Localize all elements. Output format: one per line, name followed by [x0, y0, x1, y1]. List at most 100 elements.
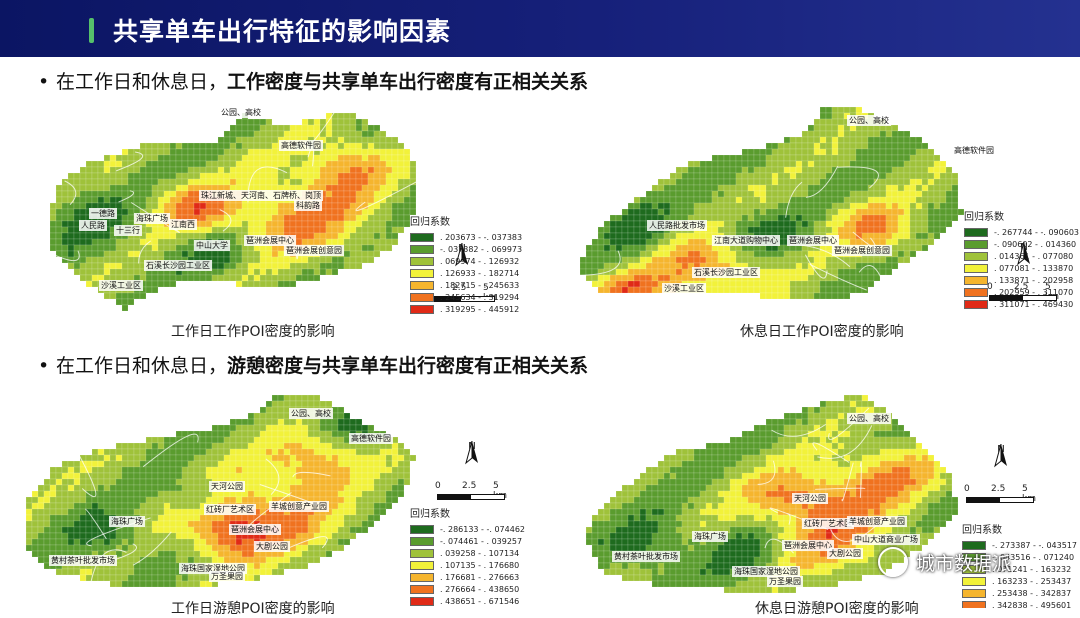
grid-cell [789, 178, 797, 186]
grid-cell [633, 226, 641, 234]
grid-cell [169, 538, 177, 546]
grid-cell [615, 238, 623, 246]
grid-cell [373, 190, 381, 198]
grid-cell [657, 196, 665, 204]
grid-cell [25, 544, 33, 552]
grid-cell [819, 178, 827, 186]
grid-cell [723, 256, 731, 264]
grid-cell [633, 202, 641, 210]
grid-cell [199, 160, 207, 168]
grid-cell [283, 280, 291, 288]
grid-cell [211, 214, 219, 222]
grid-cell [789, 436, 797, 444]
grid-cell [367, 226, 375, 234]
grid-cell [933, 196, 941, 204]
grid-cell [289, 268, 297, 276]
grid-cell [783, 250, 791, 258]
grid-cell [879, 220, 887, 228]
grid-cell [307, 460, 315, 468]
grid-cell [289, 394, 297, 402]
grid-cell [831, 160, 839, 168]
grid-cell [723, 202, 731, 210]
grid-cell [723, 448, 731, 456]
grid-cell [199, 172, 207, 180]
grid-cell [223, 544, 231, 552]
grid-cell [873, 436, 881, 444]
grid-cell [325, 460, 333, 468]
grid-cell [897, 178, 905, 186]
grid-cell [843, 142, 851, 150]
grid-cell [133, 442, 141, 450]
grid-cell [157, 562, 165, 570]
grid-cell [187, 160, 195, 168]
grid-cell [367, 130, 375, 138]
grid-cell [55, 472, 63, 480]
grid-cell [37, 526, 45, 534]
grid-cell [235, 166, 243, 174]
grid-cell [765, 274, 773, 282]
grid-cell [169, 556, 177, 564]
grid-cell [139, 142, 147, 150]
grid-cell [603, 286, 611, 294]
grid-cell [921, 184, 929, 192]
grid-cell [145, 538, 153, 546]
grid-cell [355, 490, 363, 498]
north-arrow-icon: N [457, 441, 487, 477]
grid-cell [385, 448, 393, 456]
grid-cell [681, 190, 689, 198]
grid-cell [343, 178, 351, 186]
grid-cell [85, 190, 93, 198]
grid-cell [205, 514, 213, 522]
grid-cell [301, 490, 309, 498]
grid-cell [361, 142, 369, 150]
grid-cell [217, 160, 225, 168]
grid-cell [747, 184, 755, 192]
grid-cell [921, 202, 929, 210]
grid-cell [253, 574, 261, 582]
grid-cell [217, 256, 225, 264]
grid-cell [115, 490, 123, 498]
grid-cell [205, 250, 213, 258]
grid-cell [825, 196, 833, 204]
grid-cell [301, 436, 309, 444]
grid-cell [783, 424, 791, 432]
grid-cell [337, 418, 345, 426]
legend-row: . 438651 - . 671546 [410, 595, 525, 607]
grid-cell [277, 460, 285, 468]
grid-cell [115, 568, 123, 576]
grid-cell [693, 166, 701, 174]
grid-cell [621, 274, 629, 282]
grid-cell [795, 466, 803, 474]
grid-cell [241, 256, 249, 264]
grid-cell [271, 160, 279, 168]
legend-row: . 203673 - -. 037383 [410, 231, 522, 243]
grid-cell [277, 172, 285, 180]
grid-cell [139, 484, 147, 492]
grid-cell [169, 166, 177, 174]
grid-cell [247, 250, 255, 258]
grid-cell [313, 214, 321, 222]
grid-cell [187, 454, 195, 462]
grid-cell [591, 250, 599, 258]
grid-cell [157, 274, 165, 282]
grid-cell [247, 514, 255, 522]
grid-cell [259, 514, 267, 522]
grid-cell [151, 274, 159, 282]
grid-cell [891, 142, 899, 150]
grid-cell [807, 448, 815, 456]
grid-cell [259, 496, 267, 504]
grid-cell [289, 262, 297, 270]
grid-cell [205, 226, 213, 234]
grid-cell [127, 148, 135, 156]
grid-cell [819, 226, 827, 234]
grid-cell [265, 418, 273, 426]
grid-cell [693, 238, 701, 246]
grid-cell [331, 148, 339, 156]
grid-cell [271, 568, 279, 576]
grid-cell [301, 256, 309, 264]
grid-cell [235, 124, 243, 132]
grid-cell [885, 478, 893, 486]
grid-cell [187, 466, 195, 474]
grid-cell [55, 478, 63, 486]
grid-cell [873, 202, 881, 210]
